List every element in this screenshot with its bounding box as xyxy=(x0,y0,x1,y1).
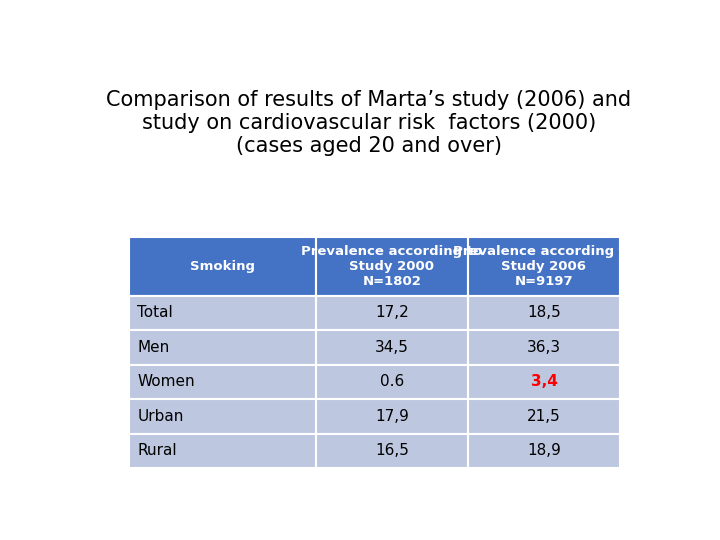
Bar xyxy=(129,399,315,434)
Text: Rural: Rural xyxy=(138,443,177,458)
Bar xyxy=(468,295,620,330)
Text: Women: Women xyxy=(138,374,195,389)
Bar xyxy=(315,238,468,295)
Bar xyxy=(315,399,468,434)
Text: Men: Men xyxy=(138,340,170,355)
Bar xyxy=(129,295,315,330)
Text: 21,5: 21,5 xyxy=(527,409,561,424)
Text: Prevalence according to
Study 2006
N=9197: Prevalence according to Study 2006 N=919… xyxy=(454,245,634,288)
Bar xyxy=(129,330,315,364)
Text: 18,9: 18,9 xyxy=(527,443,561,458)
Bar xyxy=(129,238,315,295)
Text: 17,9: 17,9 xyxy=(375,409,409,424)
Text: Total: Total xyxy=(138,305,174,320)
Bar xyxy=(468,364,620,399)
Bar xyxy=(315,434,468,468)
Bar xyxy=(315,330,468,364)
Bar xyxy=(129,364,315,399)
Text: Comparison of results of Marta’s study (2006) and
study on cardiovascular risk  : Comparison of results of Marta’s study (… xyxy=(107,90,631,156)
Bar xyxy=(315,364,468,399)
Bar xyxy=(315,295,468,330)
Bar xyxy=(129,434,315,468)
Bar xyxy=(468,399,620,434)
Bar xyxy=(468,238,620,295)
Text: 17,2: 17,2 xyxy=(375,305,409,320)
Text: 0.6: 0.6 xyxy=(379,374,404,389)
Bar xyxy=(468,434,620,468)
Text: Urban: Urban xyxy=(138,409,184,424)
Text: 16,5: 16,5 xyxy=(375,443,409,458)
Text: Prevalence according to
Study 2000
N=1802: Prevalence according to Study 2000 N=180… xyxy=(301,245,482,288)
Text: Smoking: Smoking xyxy=(190,260,255,273)
Text: 3,4: 3,4 xyxy=(531,374,557,389)
Text: 36,3: 36,3 xyxy=(527,340,561,355)
Text: 18,5: 18,5 xyxy=(527,305,561,320)
Text: 34,5: 34,5 xyxy=(375,340,409,355)
Bar xyxy=(468,330,620,364)
